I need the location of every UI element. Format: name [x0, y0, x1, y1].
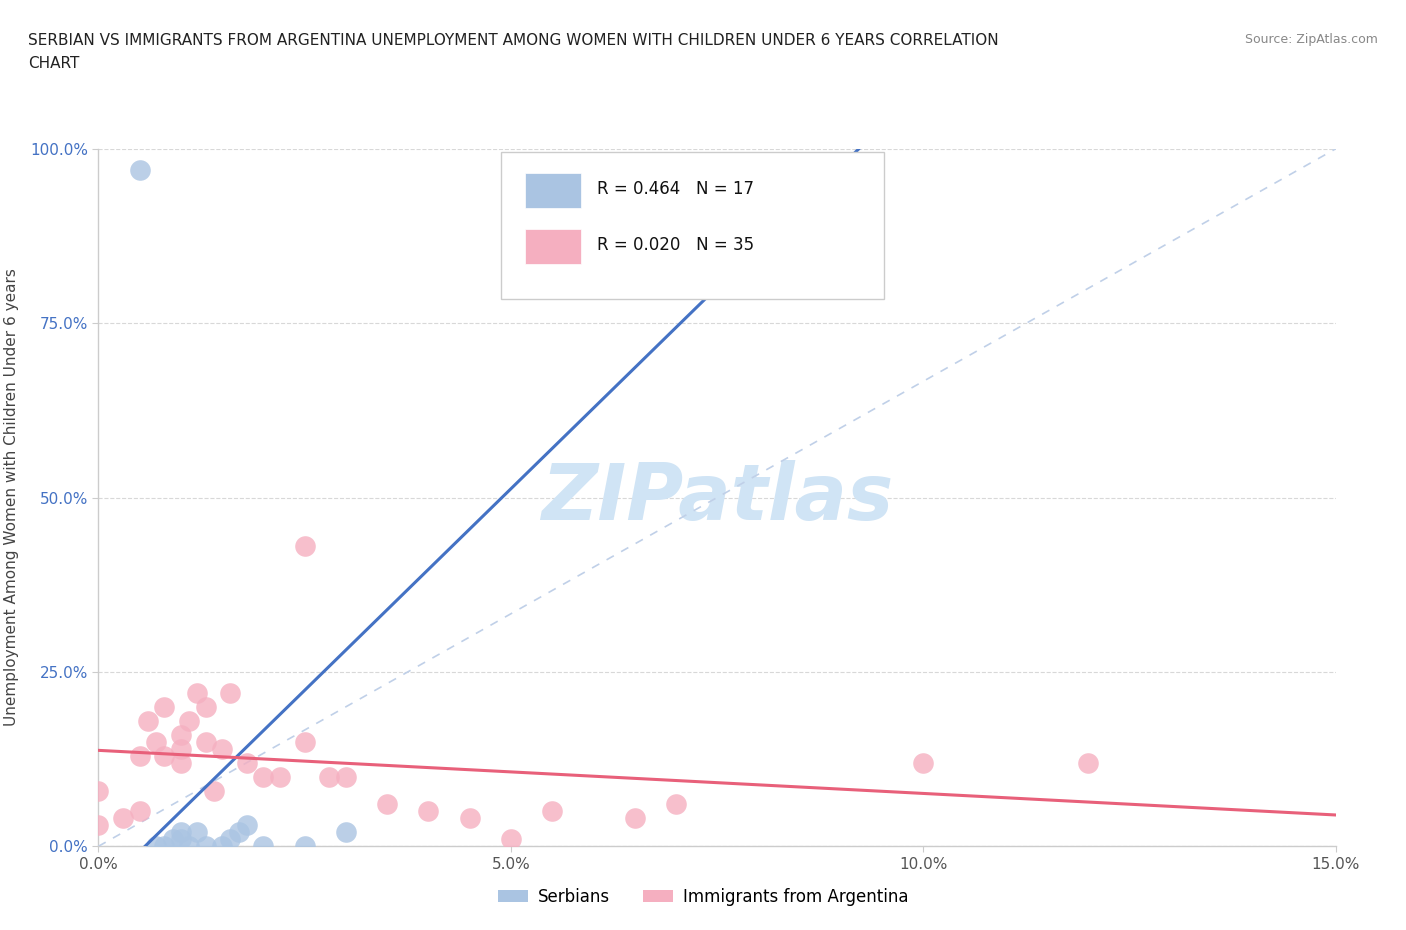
Point — [294, 539, 316, 554]
Point — [219, 832, 242, 847]
Text: ZIPatlas: ZIPatlas — [541, 459, 893, 536]
Point — [153, 839, 176, 854]
Point — [186, 685, 208, 700]
Point — [136, 713, 159, 728]
Text: R = 0.464   N = 17: R = 0.464 N = 17 — [598, 180, 754, 198]
Point — [186, 825, 208, 840]
Point — [335, 825, 357, 840]
Point — [418, 804, 440, 819]
Text: R = 0.020   N = 35: R = 0.020 N = 35 — [598, 236, 754, 254]
Point — [541, 804, 564, 819]
Point — [128, 163, 150, 178]
Point — [153, 748, 176, 763]
Text: SERBIAN VS IMMIGRANTS FROM ARGENTINA UNEMPLOYMENT AMONG WOMEN WITH CHILDREN UNDE: SERBIAN VS IMMIGRANTS FROM ARGENTINA UNE… — [28, 33, 998, 47]
Point — [162, 832, 184, 847]
Point — [179, 713, 201, 728]
Legend: Serbians, Immigrants from Argentina: Serbians, Immigrants from Argentina — [491, 881, 915, 912]
Point — [252, 769, 274, 784]
Point — [236, 755, 259, 770]
Point — [375, 797, 398, 812]
Point — [1077, 755, 1099, 770]
FancyBboxPatch shape — [526, 229, 581, 264]
Point — [228, 825, 250, 840]
FancyBboxPatch shape — [526, 173, 581, 208]
Point — [87, 818, 110, 833]
Point — [145, 839, 167, 854]
Point — [170, 825, 193, 840]
Point — [211, 839, 233, 854]
Point — [335, 769, 357, 784]
Point — [499, 163, 522, 178]
Point — [194, 839, 217, 854]
Point — [194, 735, 217, 750]
Point — [219, 685, 242, 700]
Point — [179, 839, 201, 854]
Point — [145, 735, 167, 750]
Point — [211, 741, 233, 756]
Point — [912, 755, 935, 770]
Point — [236, 818, 259, 833]
FancyBboxPatch shape — [501, 153, 884, 299]
Y-axis label: Unemployment Among Women with Children Under 6 years: Unemployment Among Women with Children U… — [4, 269, 18, 726]
Point — [665, 797, 688, 812]
Point — [623, 811, 645, 826]
Point — [294, 735, 316, 750]
Point — [87, 783, 110, 798]
Point — [128, 804, 150, 819]
Point — [128, 748, 150, 763]
Point — [499, 832, 522, 847]
Point — [252, 839, 274, 854]
Point — [194, 699, 217, 714]
Point — [318, 769, 340, 784]
Point — [458, 811, 481, 826]
Text: CHART: CHART — [28, 56, 80, 71]
Point — [170, 832, 193, 847]
Text: Source: ZipAtlas.com: Source: ZipAtlas.com — [1244, 33, 1378, 46]
Point — [294, 839, 316, 854]
Point — [170, 741, 193, 756]
Point — [170, 727, 193, 742]
Point — [202, 783, 225, 798]
Point — [170, 755, 193, 770]
Point — [269, 769, 291, 784]
Point — [153, 699, 176, 714]
Point — [112, 811, 135, 826]
